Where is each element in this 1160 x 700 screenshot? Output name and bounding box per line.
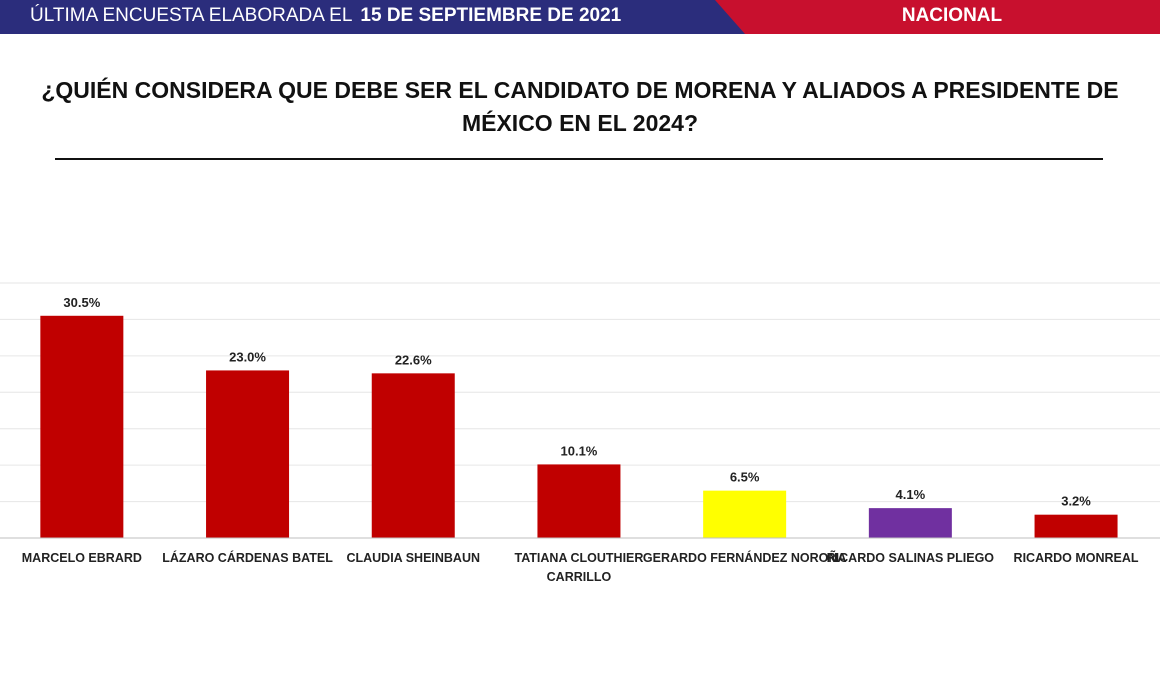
- category-label: RICARDO SALINAS PLIEGO: [827, 551, 995, 565]
- bar-chart: 30.5% 23.0% 22.6% 10.1% 6.5% 4.1% 3.2% MARCELO…: [0, 282, 1160, 584]
- category-label: MARCELO EBRARD: [22, 551, 142, 565]
- banner-background: [0, 0, 1160, 34]
- value-label: 6.5%: [730, 470, 760, 485]
- category-label: CLAUDIA SHEINBAUN: [346, 551, 480, 565]
- value-label: 23.0%: [229, 349, 266, 364]
- category-label: TATIANA CLOUTHIER CARRILLO: [514, 551, 643, 584]
- bar: [40, 315, 124, 538]
- question-title: ¿QUIÉN CONSIDERA QUE DEBE SER EL CANDIDA…: [41, 77, 1119, 136]
- category-labels: MARCELO EBRARD LÁZARO CÁRDENAS BATEL CLAUD…: [22, 550, 1139, 584]
- category-label: GERARDO FERNÁNDEZ NOROÑA: [643, 550, 846, 565]
- scope-label: NACIONAL: [901, 5, 1003, 26]
- bar: [703, 490, 787, 538]
- bar: [537, 464, 621, 538]
- bars: [40, 315, 1118, 538]
- bar: [371, 373, 455, 538]
- bar: [1034, 514, 1118, 538]
- value-label: 22.6%: [395, 352, 432, 367]
- survey-date: 15 DE SEPTIEMBRE DE 2021: [360, 5, 622, 26]
- title-underline: [55, 158, 1103, 160]
- bar: [868, 508, 952, 538]
- survey-label: ÚLTIMA ENCUESTA ELABORADA EL: [30, 5, 353, 26]
- category-label: RICARDO MONREAL: [1014, 551, 1139, 565]
- value-labels: 30.5% 23.0% 22.6% 10.1% 6.5% 4.1% 3.2%: [63, 295, 1091, 509]
- top-banner: ÚLTIMA ENCUESTA ELABORADA EL 15 DE SEPTIE…: [0, 0, 1160, 34]
- value-label: 4.1%: [896, 487, 926, 502]
- value-label: 3.2%: [1061, 494, 1091, 509]
- banner-navy-band: [0, 0, 745, 34]
- value-label: 30.5%: [63, 295, 100, 310]
- value-label: 10.1%: [561, 443, 598, 458]
- bar: [206, 370, 290, 538]
- survey-info: ÚLTIMA ENCUESTA ELABORADA EL 15 DE SEPTIE…: [30, 4, 621, 28]
- category-label: LÁZARO CÁRDENAS BATEL: [162, 550, 333, 565]
